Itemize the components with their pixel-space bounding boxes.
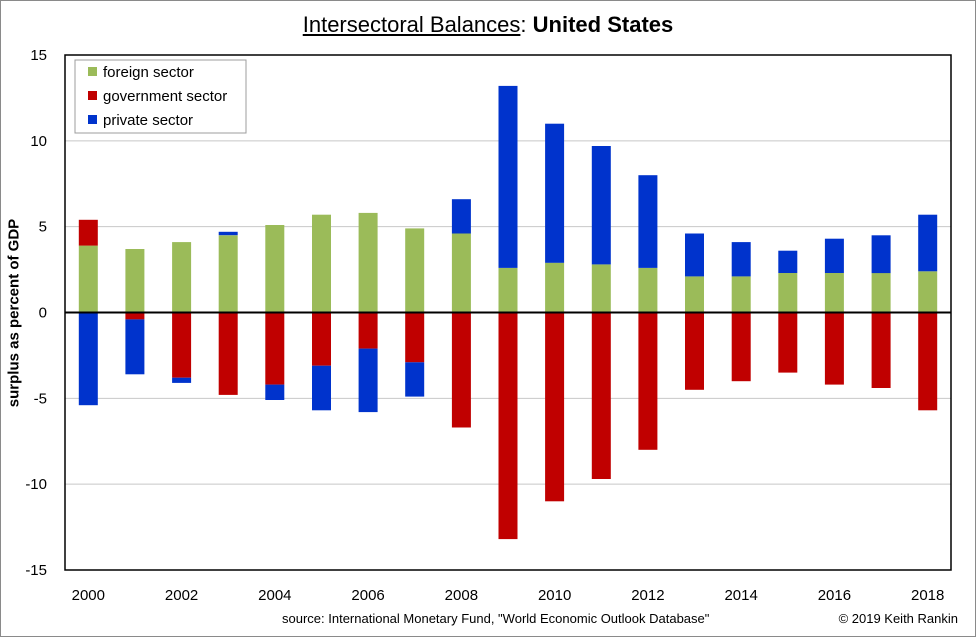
bar-foreign-sector-2016 — [824, 273, 844, 313]
bar-government-sector-2014 — [731, 312, 751, 382]
bar-foreign-sector-2017 — [871, 273, 891, 313]
bar-foreign-sector-2018 — [918, 271, 938, 313]
y-tick-label: -15 — [25, 562, 47, 579]
bar-government-sector-2017 — [871, 312, 891, 388]
x-tick-label: 2008 — [445, 587, 478, 604]
bar-private-sector-2006 — [358, 348, 378, 413]
bar-private-sector-2014 — [731, 242, 751, 277]
bar-private-sector-2018 — [918, 214, 938, 272]
x-tick-label: 2018 — [911, 587, 944, 604]
bar-government-sector-2003 — [218, 312, 238, 395]
x-tick-label: 2004 — [258, 587, 291, 604]
chart-title: Intersectoral Balances: United States — [0, 12, 976, 38]
x-tick-label: 2016 — [818, 587, 851, 604]
title-main: Intersectoral Balances — [302, 12, 521, 37]
bar-government-sector-2005 — [312, 312, 331, 366]
copyright-note: © 2019 Keith Rankin — [838, 611, 958, 626]
bar-private-sector-2005 — [312, 365, 331, 411]
bar-foreign-sector-2005 — [312, 214, 331, 313]
bar-foreign-sector-2006 — [358, 212, 378, 313]
bar-government-sector-2013 — [685, 312, 704, 390]
bar-foreign-sector-2010 — [545, 262, 565, 313]
x-tick-label: 2000 — [72, 587, 105, 604]
bar-private-sector-2002 — [172, 377, 192, 383]
title-separator: : — [520, 12, 527, 37]
bar-private-sector-2008 — [451, 199, 471, 234]
y-tick-label: 5 — [39, 219, 47, 236]
y-tick-label: 10 — [30, 133, 47, 150]
plot-area-border — [64, 54, 952, 571]
bar-government-sector-2006 — [358, 312, 378, 349]
y-tick-label: -10 — [25, 476, 47, 493]
x-tick-label: 2006 — [351, 587, 384, 604]
legend-swatch — [88, 67, 97, 76]
title-country: United States — [532, 12, 674, 37]
bar-foreign-sector-2001 — [125, 249, 145, 313]
legend-label: foreign sector — [103, 64, 194, 81]
bar-foreign-sector-2007 — [405, 228, 425, 313]
bar-private-sector-2009 — [498, 85, 518, 268]
bar-foreign-sector-2000 — [78, 245, 98, 313]
bar-foreign-sector-2014 — [731, 276, 751, 313]
bar-foreign-sector-2012 — [638, 267, 658, 313]
legend-swatch — [88, 91, 97, 100]
bar-government-sector-2010 — [545, 312, 565, 502]
bar-government-sector-2007 — [405, 312, 425, 363]
bar-private-sector-2015 — [778, 250, 798, 273]
bar-foreign-sector-2008 — [451, 233, 471, 313]
bar-government-sector-2016 — [824, 312, 844, 385]
bar-private-sector-2001 — [125, 319, 145, 375]
bar-foreign-sector-2015 — [778, 273, 798, 313]
bar-private-sector-2013 — [685, 233, 704, 277]
bar-government-sector-2011 — [591, 312, 611, 479]
y-tick-label: 0 — [39, 305, 47, 322]
legend-label: government sector — [103, 88, 227, 105]
bar-private-sector-2000 — [78, 312, 98, 406]
bar-foreign-sector-2004 — [265, 225, 285, 313]
x-tick-label: 2002 — [165, 587, 198, 604]
x-tick-label: 2010 — [538, 587, 571, 604]
bar-private-sector-2004 — [265, 384, 285, 400]
bar-government-sector-2001 — [125, 312, 145, 320]
bar-government-sector-2009 — [498, 312, 518, 540]
x-tick-label: 2012 — [631, 587, 664, 604]
bar-foreign-sector-2003 — [218, 235, 238, 313]
legend: foreign sector government sector private s… — [74, 59, 247, 134]
bar-private-sector-2007 — [405, 362, 425, 397]
bar-government-sector-2004 — [265, 312, 285, 385]
bar-government-sector-2012 — [638, 312, 658, 450]
y-axis-label: surplus as percent of GDP — [5, 218, 23, 408]
bar-private-sector-2003 — [218, 231, 238, 236]
bar-foreign-sector-2009 — [498, 267, 518, 313]
bar-private-sector-2012 — [638, 175, 658, 268]
bar-private-sector-2016 — [824, 238, 844, 273]
legend-label: private sector — [103, 112, 193, 129]
legend-box — [74, 59, 247, 134]
bar-government-sector-2008 — [451, 312, 471, 428]
bar-foreign-sector-2002 — [172, 242, 192, 313]
bar-private-sector-2011 — [591, 146, 611, 265]
bar-government-sector-2000 — [78, 219, 98, 246]
bar-foreign-sector-2013 — [685, 276, 704, 313]
y-tick-label: -5 — [34, 390, 47, 407]
bar-foreign-sector-2011 — [591, 264, 611, 313]
source-note: source: International Monetary Fund, "Wo… — [282, 611, 710, 626]
bar-private-sector-2017 — [871, 235, 891, 274]
bar-private-sector-2010 — [545, 123, 565, 263]
bar-government-sector-2015 — [778, 312, 798, 373]
legend-swatch — [88, 115, 97, 124]
y-tick-label: 15 — [30, 47, 47, 64]
bar-government-sector-2002 — [172, 312, 192, 378]
bar-government-sector-2018 — [918, 312, 938, 411]
x-tick-label: 2014 — [724, 587, 757, 604]
